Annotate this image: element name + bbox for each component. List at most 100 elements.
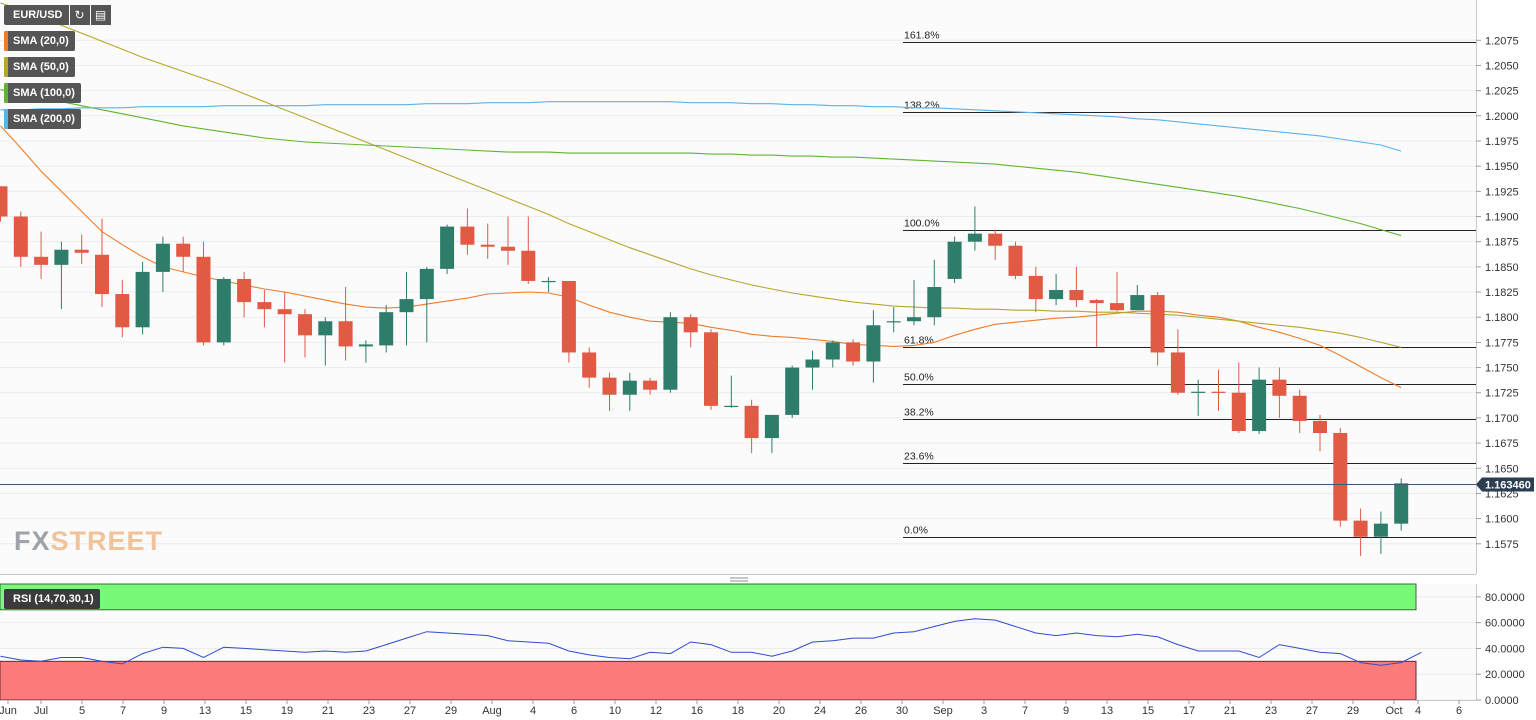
sma-20-label: SMA (20,0) bbox=[13, 35, 69, 47]
candle-body bbox=[805, 359, 820, 368]
candle-body bbox=[440, 226, 455, 269]
candle-body bbox=[1130, 295, 1145, 311]
price-tick-label: 1.2075 bbox=[1485, 35, 1519, 47]
date-tick-label: 27 bbox=[404, 705, 416, 717]
candle-body bbox=[358, 344, 373, 347]
sma-50-swatch bbox=[4, 57, 8, 77]
date-tick-label: 7 bbox=[120, 705, 126, 717]
price-tick-label: 1.1875 bbox=[1485, 237, 1519, 249]
date-tick-label: 21 bbox=[322, 705, 334, 717]
candle-body bbox=[907, 317, 921, 322]
candle-body bbox=[1333, 433, 1348, 521]
date-tick-label: Jul bbox=[34, 705, 48, 717]
candle-body bbox=[1373, 523, 1388, 537]
candle-body bbox=[724, 405, 739, 408]
sma-100-label: SMA (100,0) bbox=[13, 87, 75, 99]
sma-100-tag[interactable]: SMA (100,0) bbox=[4, 83, 81, 103]
candle-body bbox=[95, 254, 109, 295]
date-tick-label: 26 bbox=[855, 705, 867, 717]
chart-type-icon[interactable]: ▤ bbox=[90, 5, 111, 25]
price-tick-label: 1.1575 bbox=[1485, 539, 1519, 551]
price-tick-label: 1.1650 bbox=[1485, 463, 1519, 475]
fib-label: 100.0% bbox=[904, 218, 940, 230]
date-tick-label: 3 bbox=[981, 705, 987, 717]
candle-body bbox=[744, 405, 759, 439]
candle-body bbox=[886, 321, 901, 323]
date-tick-label: 23 bbox=[363, 705, 375, 717]
date-tick-label: 5 bbox=[79, 705, 85, 717]
candle-body bbox=[54, 249, 69, 265]
price-axis: 1.2075 1.2050 1.2025 1.2000 1.1975 1.1950 1.19… bbox=[1476, 35, 1519, 551]
refresh-icon[interactable]: ↻ bbox=[69, 5, 90, 25]
candle-body bbox=[785, 367, 800, 415]
sma-200-tag[interactable]: SMA (200,0) bbox=[4, 109, 81, 129]
price-tick-label: 1.1975 bbox=[1485, 136, 1519, 148]
date-tick-label: 10 bbox=[609, 705, 621, 717]
date-tick-label: 6 bbox=[1456, 705, 1462, 717]
date-tick-label: 17 bbox=[1183, 705, 1195, 717]
candles bbox=[0, 186, 1409, 556]
sma-line-2 bbox=[0, 89, 1402, 237]
rsi-tick-label: 60.0000 bbox=[1485, 618, 1525, 630]
symbol-tag[interactable]: EUR/USD ↻ ▤ bbox=[4, 5, 111, 25]
sma-line-3 bbox=[0, 101, 1402, 152]
date-tick-label: 16 bbox=[691, 705, 703, 717]
candle-body bbox=[480, 244, 495, 247]
price-tick-label: 1.1675 bbox=[1485, 438, 1519, 450]
rsi-tag[interactable]: RSI (14,70,30,1) bbox=[4, 589, 100, 609]
candle-body bbox=[1394, 483, 1409, 524]
candle-body bbox=[501, 246, 515, 251]
date-tick-label: 9 bbox=[1063, 705, 1069, 717]
date-tick-label: 24 bbox=[814, 705, 826, 717]
price-tick-label: 1.1750 bbox=[1485, 363, 1519, 375]
candle-body bbox=[1231, 392, 1246, 432]
candle-body bbox=[1150, 295, 1165, 353]
candle-body bbox=[74, 249, 89, 253]
sma-lines bbox=[0, 2, 1402, 389]
candle-body bbox=[1272, 379, 1287, 396]
candle-body bbox=[1252, 379, 1267, 432]
date-tick-label: 27 bbox=[1306, 705, 1318, 717]
fibonacci-levels: 161.8%138.2%100.0%61.8%50.0%38.2%23.6%0.… bbox=[903, 30, 1476, 538]
rsi-tick-label: 20.0000 bbox=[1485, 669, 1525, 681]
candle-body bbox=[622, 380, 637, 395]
rsi-tick-label: 80.0000 bbox=[1485, 592, 1525, 604]
candle-body bbox=[1313, 420, 1327, 434]
symbol-label[interactable]: EUR/USD bbox=[4, 5, 69, 25]
fxstreet-logo: FXSTREET bbox=[14, 526, 163, 557]
candle-body bbox=[1292, 395, 1307, 421]
date-tick-label: Oct bbox=[1385, 705, 1402, 717]
last-price-label: 1.163460 bbox=[1485, 480, 1531, 492]
date-tick-label: Jun bbox=[0, 705, 17, 717]
candle-body bbox=[927, 287, 942, 318]
date-tick-label: 15 bbox=[1142, 705, 1154, 717]
candle-body bbox=[135, 271, 150, 328]
sma-20-tag[interactable]: SMA (20,0) bbox=[4, 31, 75, 51]
candle-body bbox=[196, 256, 211, 343]
candle-body bbox=[338, 321, 353, 347]
candle-body bbox=[277, 309, 292, 315]
candle-body bbox=[1069, 290, 1084, 301]
candle-body bbox=[216, 278, 231, 343]
rsi-axis: 80.0000 60.0000 40.0000 20.0000 0.0000 bbox=[1476, 592, 1525, 707]
sma-50-tag[interactable]: SMA (50,0) bbox=[4, 57, 75, 77]
rsi-line bbox=[0, 618, 1422, 666]
date-tick-label: Sep bbox=[933, 705, 953, 717]
candle-body bbox=[1110, 303, 1124, 311]
sma-200-label: SMA (200,0) bbox=[13, 113, 75, 125]
date-tick-label: 12 bbox=[650, 705, 662, 717]
date-tick-label: 29 bbox=[1347, 705, 1359, 717]
price-tick-label: 1.1925 bbox=[1485, 186, 1519, 198]
candle-body bbox=[967, 233, 982, 242]
candle-body bbox=[541, 280, 556, 283]
candle-body bbox=[1008, 245, 1023, 276]
candle-body bbox=[298, 314, 312, 336]
candle-body bbox=[155, 243, 170, 272]
date-tick-label: 13 bbox=[199, 705, 211, 717]
price-tick-label: 1.1700 bbox=[1485, 413, 1519, 425]
date-tick-label: 30 bbox=[896, 705, 908, 717]
rsi-tick-label: 0.0000 bbox=[1485, 695, 1519, 707]
candle-body bbox=[1049, 290, 1064, 300]
date-tick-label: 29 bbox=[445, 705, 457, 717]
sma-200-swatch bbox=[4, 109, 8, 129]
